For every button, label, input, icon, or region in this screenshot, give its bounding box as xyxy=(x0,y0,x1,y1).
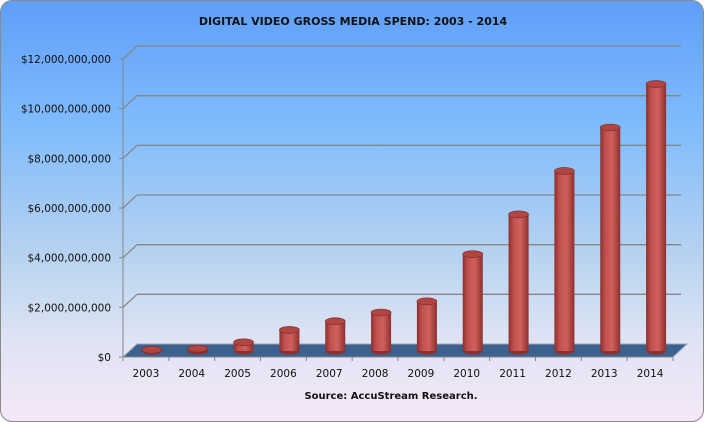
gridline-diagonal xyxy=(122,95,138,110)
bar xyxy=(279,329,300,351)
x-tick-label: 2007 xyxy=(316,368,343,380)
gridline-diagonal xyxy=(122,244,138,259)
x-tick-label: 2006 xyxy=(270,368,297,380)
bar xyxy=(416,301,437,351)
bar-2012 xyxy=(554,167,575,355)
bar-top xyxy=(416,297,438,306)
bar-top xyxy=(508,210,529,219)
bar-top xyxy=(462,250,484,258)
x-tick-label: 2011 xyxy=(499,368,526,380)
bar xyxy=(371,312,392,351)
bar-2013 xyxy=(599,123,621,355)
bar-2011 xyxy=(508,210,529,355)
x-tick-label: 2014 xyxy=(637,368,664,380)
x-tick-label: 2010 xyxy=(453,368,480,380)
y-tick-label: $0 xyxy=(98,352,111,364)
gridline-diagonal xyxy=(122,194,138,209)
bar-2010 xyxy=(462,250,484,355)
x-axis-label: Source: AccuStream Research. xyxy=(304,391,477,402)
bar xyxy=(646,84,667,352)
chart-title: DIGITAL VIDEO GROSS MEDIA SPEND: 2003 - … xyxy=(199,15,508,28)
x-tick-label: 2013 xyxy=(591,368,618,380)
gridline-diagonal xyxy=(122,144,138,159)
bar xyxy=(325,321,346,351)
bar-top xyxy=(599,123,621,132)
y-tick-label: $2,000,000,000 xyxy=(28,302,112,314)
x-tick-label: 2009 xyxy=(408,368,435,380)
bar xyxy=(233,342,254,351)
bar-top xyxy=(554,167,575,175)
bar-top xyxy=(324,317,346,326)
bar-top xyxy=(370,308,392,317)
x-tick-label: 2005 xyxy=(224,368,251,380)
bar-top xyxy=(233,338,254,347)
bar xyxy=(508,214,529,351)
bar-2005 xyxy=(233,338,254,355)
bar-2014 xyxy=(645,80,667,355)
bar-top xyxy=(645,80,667,88)
gridline-diagonal xyxy=(122,45,138,60)
bar-2004 xyxy=(187,344,209,355)
bar-2006 xyxy=(279,326,300,355)
y-tick-label: $6,000,000,000 xyxy=(28,203,112,215)
bar xyxy=(554,170,575,351)
bar-top xyxy=(187,344,209,353)
x-tick-label: 2003 xyxy=(133,368,160,380)
y-tick-label: $12,000,000,000 xyxy=(21,54,111,66)
y-tick-label: $4,000,000,000 xyxy=(28,253,112,265)
y-tick-label: $8,000,000,000 xyxy=(28,153,112,165)
y-tick-label: $10,000,000,000 xyxy=(21,104,111,116)
bar-2008 xyxy=(370,308,392,355)
bar-2003 xyxy=(141,345,163,355)
bar-top xyxy=(141,345,163,354)
bar-top xyxy=(279,326,300,334)
gridline-diagonal xyxy=(122,293,138,308)
bar-2007 xyxy=(324,317,346,355)
bar xyxy=(462,254,483,351)
x-tick-label: 2004 xyxy=(178,368,205,380)
bar xyxy=(600,127,621,351)
x-tick-label: 2008 xyxy=(362,368,389,380)
x-tick-label: 2012 xyxy=(545,368,572,380)
bar-2009 xyxy=(416,297,438,355)
